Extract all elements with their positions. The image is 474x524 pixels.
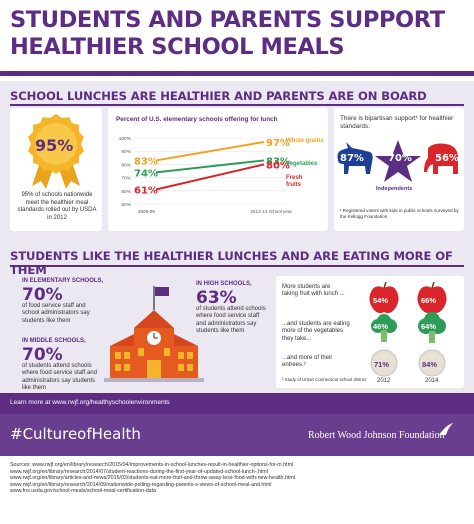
star-icon	[375, 140, 421, 182]
source-line[interactable]: www.fns.usda.gov/school-meals/school-mea…	[10, 488, 157, 495]
apple-icon-2012	[369, 281, 399, 314]
broccoli-icon-2012	[371, 314, 397, 342]
food-icons	[369, 281, 447, 377]
learn-more-link[interactable]: Learn more at www.rwjf.org/healthyschool…	[10, 399, 170, 406]
section1-rule	[10, 104, 464, 106]
data-label-start: 83%	[134, 156, 158, 167]
series-line	[155, 140, 265, 162]
title-line-2: HEALTHIER SCHOOL MEALS	[10, 34, 345, 60]
apple-icon-2014	[417, 281, 447, 314]
y-tick-label: 100%	[119, 136, 132, 142]
section2-rule	[10, 265, 464, 267]
chart-card: Percent of U.S. elementary schools offer…	[108, 108, 328, 231]
school-building-icon	[104, 286, 204, 382]
broccoli-icon-2014	[418, 312, 446, 343]
x-tick-label: 2013-14 school year	[250, 209, 292, 214]
source-line[interactable]: Sources: www.rwjf.org/en/library/researc…	[10, 462, 294, 468]
footer-brand-bar: #CultureofHealth Robert Wood Johnson Fou…	[0, 414, 474, 456]
middle-pct: 70%	[22, 345, 63, 365]
source-line[interactable]: www.rwjf.org/en/library/research/2014/07…	[10, 468, 268, 475]
veg-2014: 64%	[421, 322, 437, 331]
hashtag: #CultureofHealth	[10, 425, 141, 443]
year-2014: 2014	[425, 378, 439, 384]
ind-pct: 70%	[388, 153, 412, 164]
fruit-text: More students are taking fruit with lunc…	[282, 284, 345, 298]
learn-more-bar: Learn more at www.rwjf.org/healthyschool…	[0, 393, 474, 414]
series-label-fresh-fruits: Fresh fruits	[286, 175, 303, 188]
ribbon-card: 95% 95% of schools nationwide meet the h…	[10, 108, 102, 231]
elephant-icon	[424, 143, 458, 174]
ribbon-text: 95% of schools nationwide meet the healt…	[17, 192, 97, 221]
data-label-start: 74%	[134, 168, 158, 179]
section2-heading: STUDENTS LIKE THE HEALTHIER LUNCHES AND …	[10, 249, 453, 277]
high-pct: 63%	[196, 288, 237, 308]
source-line[interactable]: www.rwjf.org/en/library/research/2014/09…	[10, 481, 272, 488]
sources-list: Sources: www.rwjf.org/en/library/researc…	[10, 462, 466, 495]
x-tick-label: 2006-09	[138, 209, 155, 214]
entree-2014: 84%	[422, 360, 438, 369]
elementary-head: IN ELEMENTARY SCHOOLS,	[22, 278, 104, 284]
plate-icon-2014	[418, 349, 446, 377]
fruit-2014: 66%	[421, 296, 437, 305]
org-name: Robert Wood Johnson Foundation	[308, 430, 445, 441]
series-line	[155, 159, 265, 174]
y-tick-label: 90%	[121, 149, 131, 155]
chart-title: Percent of U.S. elementary schools offer…	[116, 116, 278, 123]
series-label-vegetables: Vegetables	[286, 161, 318, 167]
data-label-end: 97%	[266, 138, 290, 149]
source-line[interactable]: www.rwjf.org/en/library/articles-and-new…	[10, 475, 295, 482]
y-tick-label: 70%	[121, 176, 131, 182]
data-label-end: 80%	[266, 160, 290, 171]
y-tick-label: 80%	[121, 162, 131, 168]
page-title: STUDENTS AND PARENTS SUPPORT HEALTHIER S…	[10, 7, 466, 61]
entree-2012: 71%	[374, 360, 390, 369]
eating-footnote: ² Study of Urban Connecticut school dist…	[282, 377, 367, 382]
veg-text: ...and students are eating more of the v…	[282, 321, 350, 342]
y-tick-label: 50%	[121, 202, 131, 208]
plate-icon-2012	[370, 349, 398, 377]
ribbon-pct: 95%	[35, 136, 74, 155]
elementary-text: of food service staff and school adminis…	[22, 303, 90, 324]
fruit-2012: 54%	[373, 296, 389, 305]
rwjf-logo-icon	[439, 423, 453, 435]
veg-2012: 46%	[373, 322, 389, 331]
party-icons	[337, 140, 458, 182]
ind-label: Independents	[376, 186, 413, 192]
series-label-whole-grains: Whole grains	[286, 138, 324, 144]
bipartisan-footnote: ¹ Registered voters with kids in public …	[340, 208, 459, 219]
rep-pct: 56%	[435, 153, 459, 164]
donkey-icon	[337, 142, 373, 174]
year-2012: 2012	[377, 378, 391, 384]
header-banner: STUDENTS AND PARENTS SUPPORT HEALTHIER S…	[0, 0, 474, 76]
high-text: of students attend schools where food se…	[196, 306, 266, 335]
y-tick-label: 60%	[121, 189, 131, 195]
elementary-pct: 70%	[22, 285, 63, 305]
eating-more-card: More students are taking fruit with lunc…	[276, 276, 464, 388]
series-line	[155, 163, 265, 191]
award-ribbon-icon	[28, 114, 84, 189]
line-chart: 100% 90% 80% 70% 60% 50% 2006-09 2013-14 school…	[119, 136, 293, 214]
dem-pct: 87%	[340, 153, 364, 164]
section1-heading: SCHOOL LUNCHES ARE HEALTHIER AND PARENTS…	[10, 89, 427, 103]
bipartisan-card: There is bipartisan support¹ for healthi…	[334, 108, 464, 231]
data-label-start: 61%	[134, 185, 158, 196]
title-line-1: STUDENTS AND PARENTS SUPPORT	[10, 7, 445, 33]
entree-text: ...and more of their entrees.²	[282, 355, 333, 369]
middle-text: of students attend schools where food se…	[22, 363, 97, 392]
high-head: IN HIGH SCHOOLS,	[196, 281, 252, 287]
bipartisan-text: There is bipartisan support¹ for healthi…	[340, 115, 454, 130]
middle-head: IN MIDDLE SCHOOLS,	[22, 338, 86, 344]
data-label-end: 83%	[266, 156, 290, 167]
